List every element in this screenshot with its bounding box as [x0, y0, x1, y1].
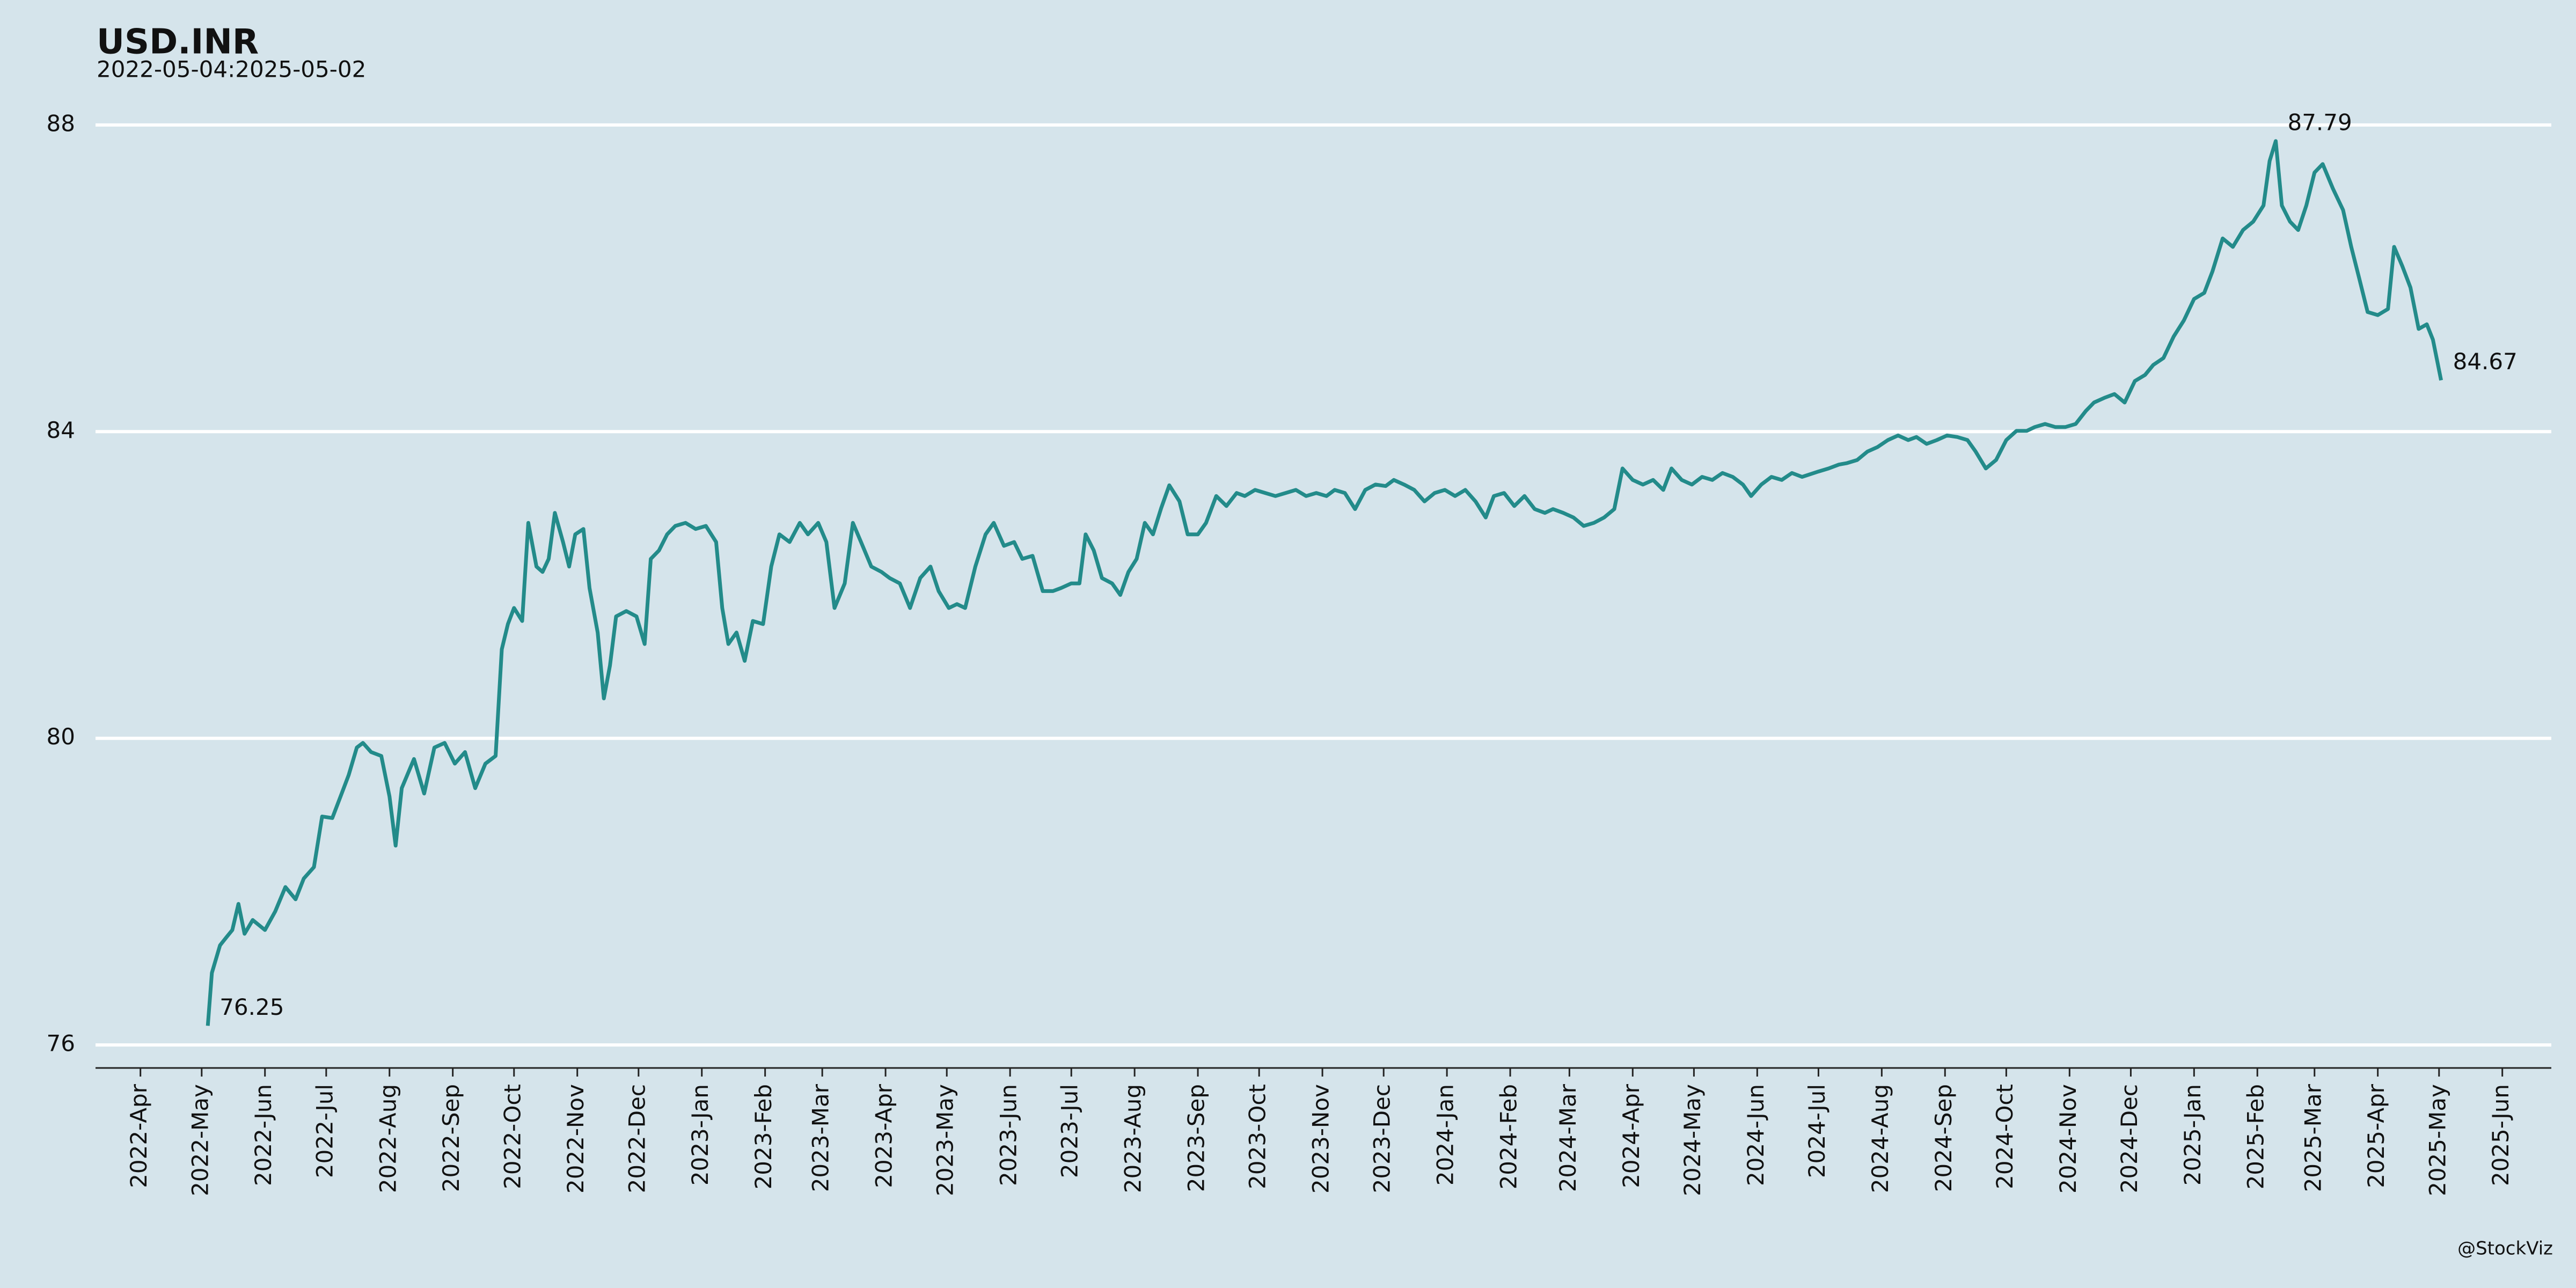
x-tick-label: 2023-Jan — [687, 1084, 713, 1185]
annotation: 87.79 — [2287, 109, 2352, 135]
x-tick-label: 2024-May — [1679, 1084, 1706, 1196]
x-tick-label: 2024-Jun — [1743, 1084, 1769, 1186]
series-line — [206, 139, 2443, 1026]
x-tick-label: 2025-Apr — [2363, 1084, 2389, 1188]
x-tick-label: 2024-Apr — [1618, 1084, 1644, 1188]
x-tick-label: 2024-Oct — [1992, 1084, 2018, 1189]
x-tick-label: 2023-Aug — [1120, 1084, 1146, 1193]
x-tick-label: 2022-Apr — [126, 1084, 152, 1188]
chart-subtitle: 2022-05-04:2025-05-02 — [97, 56, 366, 83]
x-tick-label: 2023-Dec — [1369, 1084, 1395, 1193]
x-tick-label: 2025-Mar — [2300, 1084, 2326, 1192]
x-tick-label: 2022-May — [187, 1084, 213, 1196]
x-tick-label: 2023-Jun — [996, 1084, 1022, 1186]
x-tick-label: 2024-Feb — [1496, 1084, 1522, 1189]
y-tick-label: 80 — [47, 723, 75, 750]
x-tick-label: 2024-Aug — [1867, 1084, 1893, 1193]
annotation: 76.25 — [219, 994, 284, 1020]
x-tick-label: 2025-Jan — [2179, 1084, 2206, 1185]
x-tick-label: 2024-Nov — [2055, 1084, 2081, 1194]
x-tick-label: 2023-Apr — [871, 1084, 897, 1188]
annotation: 84.67 — [2453, 348, 2518, 375]
x-tick-label: 2022-Jul — [311, 1084, 338, 1178]
x-tick-label: 2023-Oct — [1245, 1084, 1271, 1189]
y-tick-label: 88 — [47, 110, 75, 136]
x-tick-label: 2024-Jan — [1432, 1084, 1459, 1185]
x-tick-label: 2025-Jun — [2487, 1084, 2514, 1186]
x-tick-label: 2022-Dec — [624, 1084, 650, 1193]
x-tick-label: 2024-Mar — [1555, 1084, 1581, 1192]
x-tick-label: 2022-Nov — [562, 1084, 589, 1194]
x-tick-label: 2023-May — [932, 1084, 958, 1196]
x-tick-label: 2022-Sep — [438, 1084, 464, 1192]
x-tick-label: 2022-Jun — [250, 1084, 276, 1186]
x-tick-label: 2023-Feb — [750, 1084, 777, 1189]
x-tick-label: 2023-Sep — [1183, 1084, 1210, 1192]
x-tick-label: 2023-Mar — [808, 1084, 834, 1192]
x-tick-label: 2024-Dec — [2116, 1084, 2142, 1193]
x-tick-label: 2022-Aug — [375, 1084, 401, 1193]
y-tick-label: 84 — [47, 417, 75, 443]
x-tick-label: 2023-Jul — [1057, 1084, 1083, 1178]
x-tick-label: 2025-May — [2424, 1084, 2450, 1196]
x-tick-label: 2022-Oct — [499, 1084, 525, 1189]
chart-title: USD.INR — [97, 23, 259, 62]
x-tick-label: 2023-Nov — [1308, 1084, 1334, 1194]
y-tick-label: 76 — [47, 1030, 75, 1057]
x-tick-label: 2025-Feb — [2243, 1084, 2269, 1189]
x-tick-label: 2024-Jul — [1804, 1084, 1830, 1178]
caption: @StockViz — [2457, 1238, 2553, 1260]
x-tick-label: 2024-Sep — [1930, 1084, 1957, 1192]
